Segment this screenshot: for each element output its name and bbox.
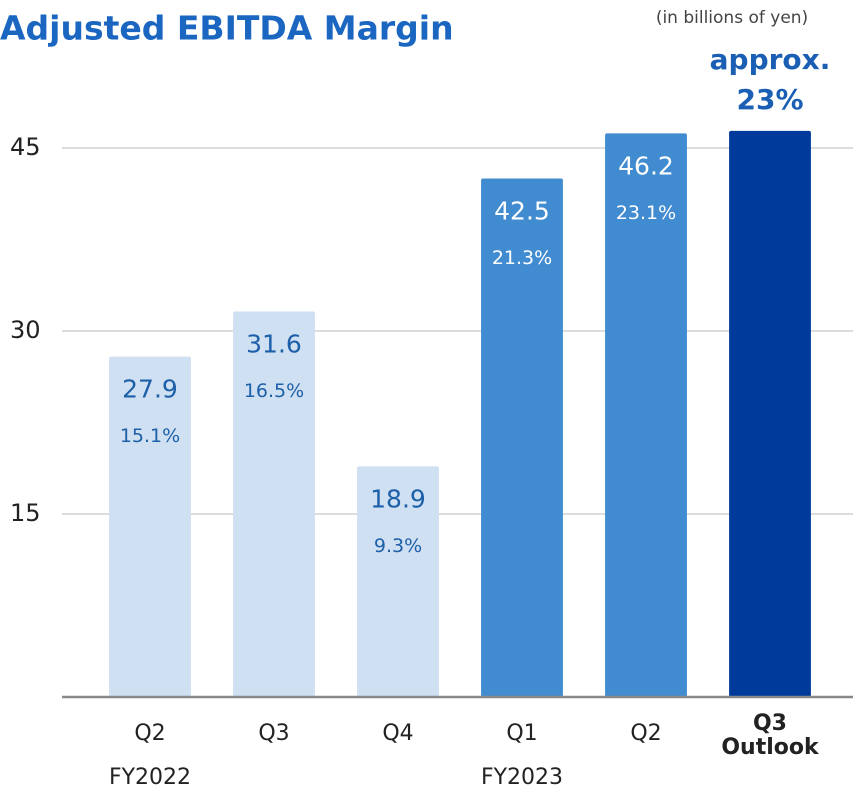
margin-label: 15.1%: [120, 425, 180, 447]
bar: [233, 311, 315, 697]
value-label: 46.2: [618, 151, 674, 180]
y-tick-label: 45: [10, 133, 41, 161]
y-tick-label: 30: [10, 316, 41, 344]
value-label: 31.6: [246, 329, 302, 358]
bar: [729, 130, 811, 698]
bar: [357, 466, 439, 697]
x-tick-label: Q1: [506, 721, 538, 746]
group-label: FY2023: [480, 765, 564, 790]
margin-label: 23.1%: [616, 202, 676, 224]
margin-label: 16.5%: [244, 380, 304, 402]
x-tick-label: Q3 Outlook: [721, 711, 819, 760]
subtitle: (in billions of yen): [656, 8, 808, 28]
bar: [481, 178, 563, 697]
x-tick-label: Q3: [258, 721, 290, 746]
value-label: 42.5: [494, 197, 550, 226]
x-tick-label: Q2: [134, 721, 166, 746]
bar: [109, 356, 191, 697]
value-label: 18.9: [370, 484, 426, 513]
value-label: 27.9: [122, 375, 178, 404]
group-label: FY2022: [108, 765, 192, 790]
bar: [605, 133, 687, 698]
x-tick-label: Q4: [382, 721, 414, 746]
chart-title: Adjusted EBITDA Margin: [0, 9, 454, 48]
margin-label: 9.3%: [374, 535, 422, 557]
x-tick-label: Q2: [630, 721, 662, 746]
outlook-label: approx.: [710, 43, 831, 76]
y-tick-label: 15: [10, 499, 41, 527]
outlook-label: 23%: [736, 83, 803, 116]
margin-label: 21.3%: [492, 247, 552, 269]
